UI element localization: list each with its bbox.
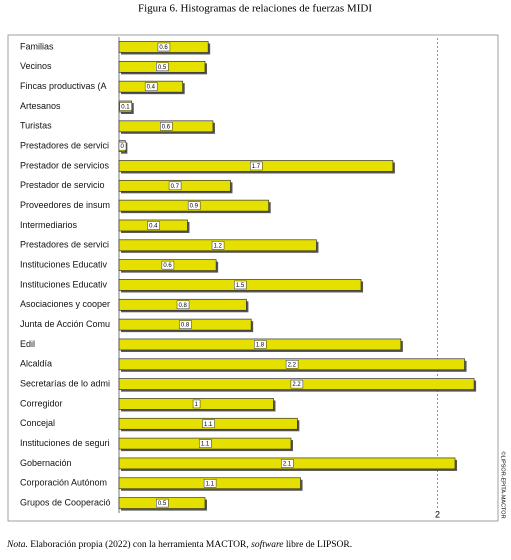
category-label: Gobernación xyxy=(20,458,72,468)
value-label-box xyxy=(156,498,169,508)
value-label: 0.7 xyxy=(171,184,180,190)
value-label-box xyxy=(199,439,212,448)
category-label: Corporación Autónom xyxy=(20,478,107,488)
value-label-box xyxy=(176,300,190,310)
value-label-box xyxy=(250,161,263,171)
value-label-box xyxy=(168,181,182,191)
side-label: ©LIPSOR-EPITA-MACTOR xyxy=(500,451,507,518)
value-label-box xyxy=(285,360,299,369)
note-text: software xyxy=(251,540,284,550)
value-label: 0.9 xyxy=(190,204,199,210)
value-label-box xyxy=(187,201,201,210)
category-label: Prestador de servicios xyxy=(20,160,110,170)
x-tick-label: 2 xyxy=(435,509,440,519)
value-label: 0.8 xyxy=(181,323,190,329)
category-label: Instituciones de seguri xyxy=(20,438,110,448)
value-label: 1.8 xyxy=(256,343,265,349)
category-label: Instituciones Educativ xyxy=(20,279,108,289)
value-label-box xyxy=(202,419,215,429)
value-label-box xyxy=(119,102,132,111)
value-label-box xyxy=(179,320,192,329)
value-label-box xyxy=(118,141,127,151)
category-label: Secretarías de lo admi xyxy=(20,378,110,388)
value-label-box xyxy=(147,221,160,230)
category-label: Concejal xyxy=(20,418,55,428)
value-label-box xyxy=(203,479,217,488)
plot-frame xyxy=(7,34,499,522)
category-label: Fincas productivas (A xyxy=(20,81,107,91)
value-label-box xyxy=(234,280,247,290)
value-label: 2.2 xyxy=(292,382,301,388)
value-label-box xyxy=(281,459,294,468)
value-label-box xyxy=(211,241,225,250)
category-label: Vecinos xyxy=(20,61,52,71)
value-label: 1.1 xyxy=(206,481,215,487)
category-label: Edil xyxy=(20,339,35,349)
category-label: Turistas xyxy=(20,121,52,131)
note-text: libre de LIPSOR. xyxy=(285,540,353,550)
category-label: Grupos de Cooperació xyxy=(20,497,111,507)
value-label-box xyxy=(192,399,201,409)
value-label: 0.4 xyxy=(149,224,158,230)
value-label: 0.6 xyxy=(162,124,171,130)
value-label: 0 xyxy=(121,144,125,150)
value-label: 1.5 xyxy=(236,283,245,289)
value-label: 1 xyxy=(195,402,199,408)
value-label: 0.6 xyxy=(159,45,168,51)
category-label: Instituciones Educativ xyxy=(20,260,108,270)
value-label: 0.8 xyxy=(179,303,188,309)
category-label: Prestadores de servici xyxy=(20,141,109,151)
value-label-box xyxy=(161,260,175,270)
note-text: Elaboración propia (2022) con la herrami… xyxy=(30,540,249,550)
value-label-box xyxy=(290,379,304,389)
category-label: Alcaldía xyxy=(20,359,52,369)
value-label: 1.1 xyxy=(204,422,213,428)
value-label: 1.7 xyxy=(252,164,261,170)
category-label: Asociaciones y cooper xyxy=(20,299,110,309)
value-label-box xyxy=(160,122,173,131)
category-label: Junta de Acción Comu xyxy=(20,319,110,329)
value-label-box xyxy=(144,82,158,91)
value-label: 1.2 xyxy=(214,243,223,249)
value-label: 2.1 xyxy=(283,462,292,468)
category-label: Familias xyxy=(20,41,54,51)
value-label: 0.5 xyxy=(158,65,167,71)
value-label: 0.4 xyxy=(147,85,156,91)
category-label: Artesanos xyxy=(20,101,61,111)
category-label: Proveedores de insum xyxy=(20,200,110,210)
chart: Figura 6. Histogramas de relaciones de f… xyxy=(7,3,507,522)
value-label-box xyxy=(254,340,267,349)
value-label-box xyxy=(157,42,171,52)
value-label: 0.5 xyxy=(158,501,167,507)
note-label: Nota. xyxy=(7,540,28,550)
value-label: 0.1 xyxy=(121,105,130,111)
value-label: 1.1 xyxy=(201,442,210,448)
chart-title: Figura 6. Histogramas de relaciones de f… xyxy=(138,3,372,15)
note: Nota. Elaboración propia (2022) con la h… xyxy=(7,540,352,550)
value-label: 0.6 xyxy=(163,263,172,269)
category-label: Corregidor xyxy=(20,398,63,408)
category-label: Intermediarios xyxy=(20,220,78,230)
category-label: Prestadores de servici xyxy=(20,240,109,250)
value-label: 2.2 xyxy=(288,362,297,368)
category-label: Prestador de servicio xyxy=(20,180,105,190)
value-label-box xyxy=(156,62,169,72)
